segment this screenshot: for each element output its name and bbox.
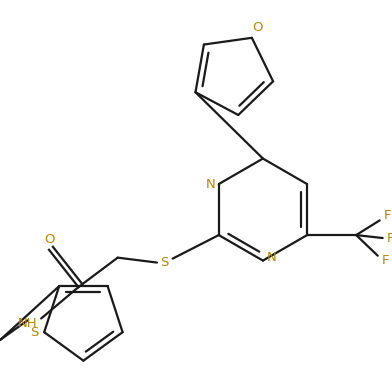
Text: F: F bbox=[384, 209, 391, 222]
Text: S: S bbox=[161, 256, 169, 269]
Text: N: N bbox=[206, 178, 216, 190]
Text: N: N bbox=[267, 251, 277, 264]
Text: O: O bbox=[44, 234, 54, 246]
Text: S: S bbox=[30, 326, 38, 339]
Text: O: O bbox=[252, 21, 263, 34]
Text: F: F bbox=[387, 231, 392, 244]
Text: NH: NH bbox=[18, 317, 37, 330]
Text: F: F bbox=[382, 254, 389, 267]
